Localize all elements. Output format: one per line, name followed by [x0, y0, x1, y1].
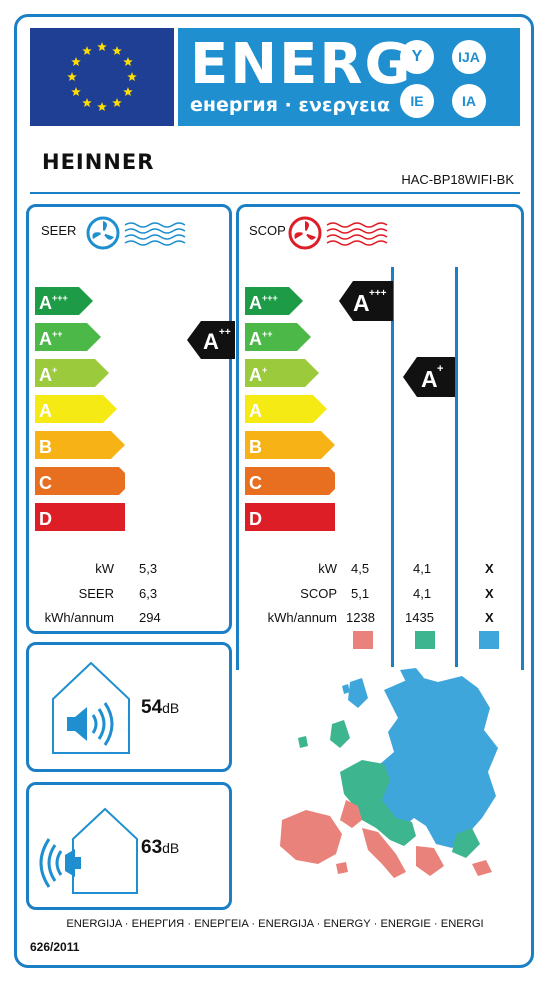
seer-class-arrow: A+: [35, 359, 109, 387]
energy-label-border: [14, 14, 534, 968]
scop-class-arrow: B: [245, 431, 335, 459]
scop-row-scop-label: SCOP: [300, 586, 337, 601]
seer-class-arrow: A: [35, 395, 117, 423]
model-number: HAC-BP18WIFI-BK: [401, 172, 514, 187]
scop-row-kw-cold: X: [485, 561, 494, 576]
seer-panel: SEER A+++ A++ A+ A B C D A ++ kW 5,3 SEER 6,3 …: [26, 204, 235, 634]
scop-class-arrow: A++: [245, 323, 311, 351]
scop-class-label: D: [249, 509, 262, 529]
cooling-fan-icon: [86, 216, 186, 250]
brand-logo: HEINNER: [42, 150, 155, 174]
zone-divider-2: [455, 267, 458, 667]
scop-row-kw-average: 4,1: [413, 561, 432, 576]
energy-banner: ENERG енергия · ενεργεια Y IJA IE IA: [178, 28, 520, 126]
zone-swatch-cold: [479, 631, 499, 649]
outdoor-noise-unit: dB: [162, 840, 180, 856]
eu-star-icon: [127, 72, 137, 82]
svg-text:A: A: [421, 366, 438, 392]
eu-star-icon: [71, 57, 81, 67]
scop-row-scop-warm: 5,1: [351, 586, 370, 601]
eu-star-icon: [71, 87, 81, 97]
scop-class-label: B: [249, 437, 262, 457]
seer-class-arrow: A++: [35, 323, 101, 351]
outdoor-house-speaker-icon: [39, 807, 138, 894]
scop-row-kw-warm: 4,5: [351, 561, 370, 576]
seer-class-label: A: [39, 401, 52, 421]
seer-class-arrow: D: [35, 503, 125, 531]
seer-row-annum-label: kWh/annum: [44, 610, 114, 625]
indoor-house-speaker-icon: [52, 661, 130, 754]
scop-class-arrow: C: [245, 467, 335, 495]
scop-class-label: A: [249, 401, 262, 421]
eu-star-icon: [82, 97, 92, 108]
heating-fan-icon: [288, 216, 388, 250]
energy-word: ENERG: [190, 32, 413, 97]
outdoor-noise-value: 63dB: [141, 837, 180, 858]
scop-class-arrow: A+: [245, 359, 319, 387]
seer-row-seer-label: SEER: [78, 586, 114, 601]
svg-text:A: A: [353, 290, 370, 316]
indoor-noise-value: 54dB: [141, 697, 180, 718]
seer-row-annum-value: 294: [139, 610, 161, 625]
scop-row-kw-label: kW: [318, 561, 337, 576]
zone-swatch-average: [415, 631, 435, 649]
energy-subtitle: енергия · ενεργεια: [190, 94, 391, 116]
eu-flag-icon: [30, 28, 174, 126]
scop-row-annum-average: 1435: [405, 610, 434, 625]
label-header: ENERG енергия · ενεργεια Y IJA IE IA: [30, 28, 520, 126]
eu-star-icon: [97, 42, 107, 52]
seer-rating-arrow: A ++: [187, 321, 235, 359]
scop-rating-average-arrow: A +: [403, 357, 455, 397]
svg-text:+++: +++: [369, 288, 387, 299]
eu-star-icon: [112, 46, 122, 56]
scop-panel: SCOP A+++ A++ A+ A B C D A +++ A + kW 4,5 4,1 …: [236, 204, 524, 670]
outdoor-noise-panel: 63dB: [26, 782, 232, 910]
divider: [30, 192, 520, 194]
scop-class-arrow: A+++: [245, 287, 303, 315]
seer-title: SEER: [41, 223, 77, 238]
scop-title: SCOP: [249, 223, 286, 238]
eu-star-icon: [123, 57, 133, 67]
eu-star-icon: [82, 46, 92, 56]
eu-star-icon: [67, 72, 77, 82]
europe-climate-map: [280, 668, 498, 878]
seer-class-arrow: A+++: [35, 287, 93, 315]
lang-code-ie: IE: [400, 84, 434, 118]
lang-code-ia: IA: [452, 84, 486, 118]
scop-row-annum-warm: 1238: [346, 610, 375, 625]
seer-row-seer-value: 6,3: [139, 586, 158, 601]
svg-text:++: ++: [219, 327, 231, 338]
scop-row-annum-cold: X: [485, 610, 494, 625]
zone-swatch-warm: [353, 631, 373, 649]
seer-row-kw-value: 5,3: [139, 561, 158, 576]
seer-class-label: C: [39, 473, 52, 493]
svg-text:+: +: [437, 363, 443, 375]
indoor-noise-unit: dB: [162, 700, 180, 716]
scop-row-scop-cold: X: [485, 586, 494, 601]
seer-class-label: D: [39, 509, 52, 529]
eu-star-icon: [123, 87, 133, 97]
seer-class-arrow: B: [35, 431, 125, 459]
scop-class-label: C: [249, 473, 262, 493]
scop-class-arrow: A: [245, 395, 327, 423]
eu-star-icon: [112, 97, 122, 108]
footer-languages: ENERGIJA · ЕНЕРГИЯ · ΕΝΕΡΓΕΙΑ · ENERGIJA…: [66, 918, 484, 930]
regulation-number: 626/2011: [30, 940, 80, 954]
svg-text:A: A: [203, 329, 219, 354]
zone-divider-1: [391, 267, 394, 667]
scop-row-annum-label: kWh/annum: [267, 610, 337, 625]
scop-row-scop-average: 4,1: [413, 586, 432, 601]
lang-code-y: Y: [400, 40, 434, 74]
lang-code-ija: IJA: [452, 40, 486, 74]
scop-rating-warm-arrow: A +++: [339, 281, 393, 321]
eu-star-icon: [97, 102, 107, 112]
indoor-noise-panel: 54dB: [26, 642, 232, 772]
scop-class-arrow: D: [245, 503, 335, 531]
seer-class-arrow: C: [35, 467, 125, 495]
seer-class-label: B: [39, 437, 52, 457]
seer-row-kw-label: kW: [95, 561, 114, 576]
